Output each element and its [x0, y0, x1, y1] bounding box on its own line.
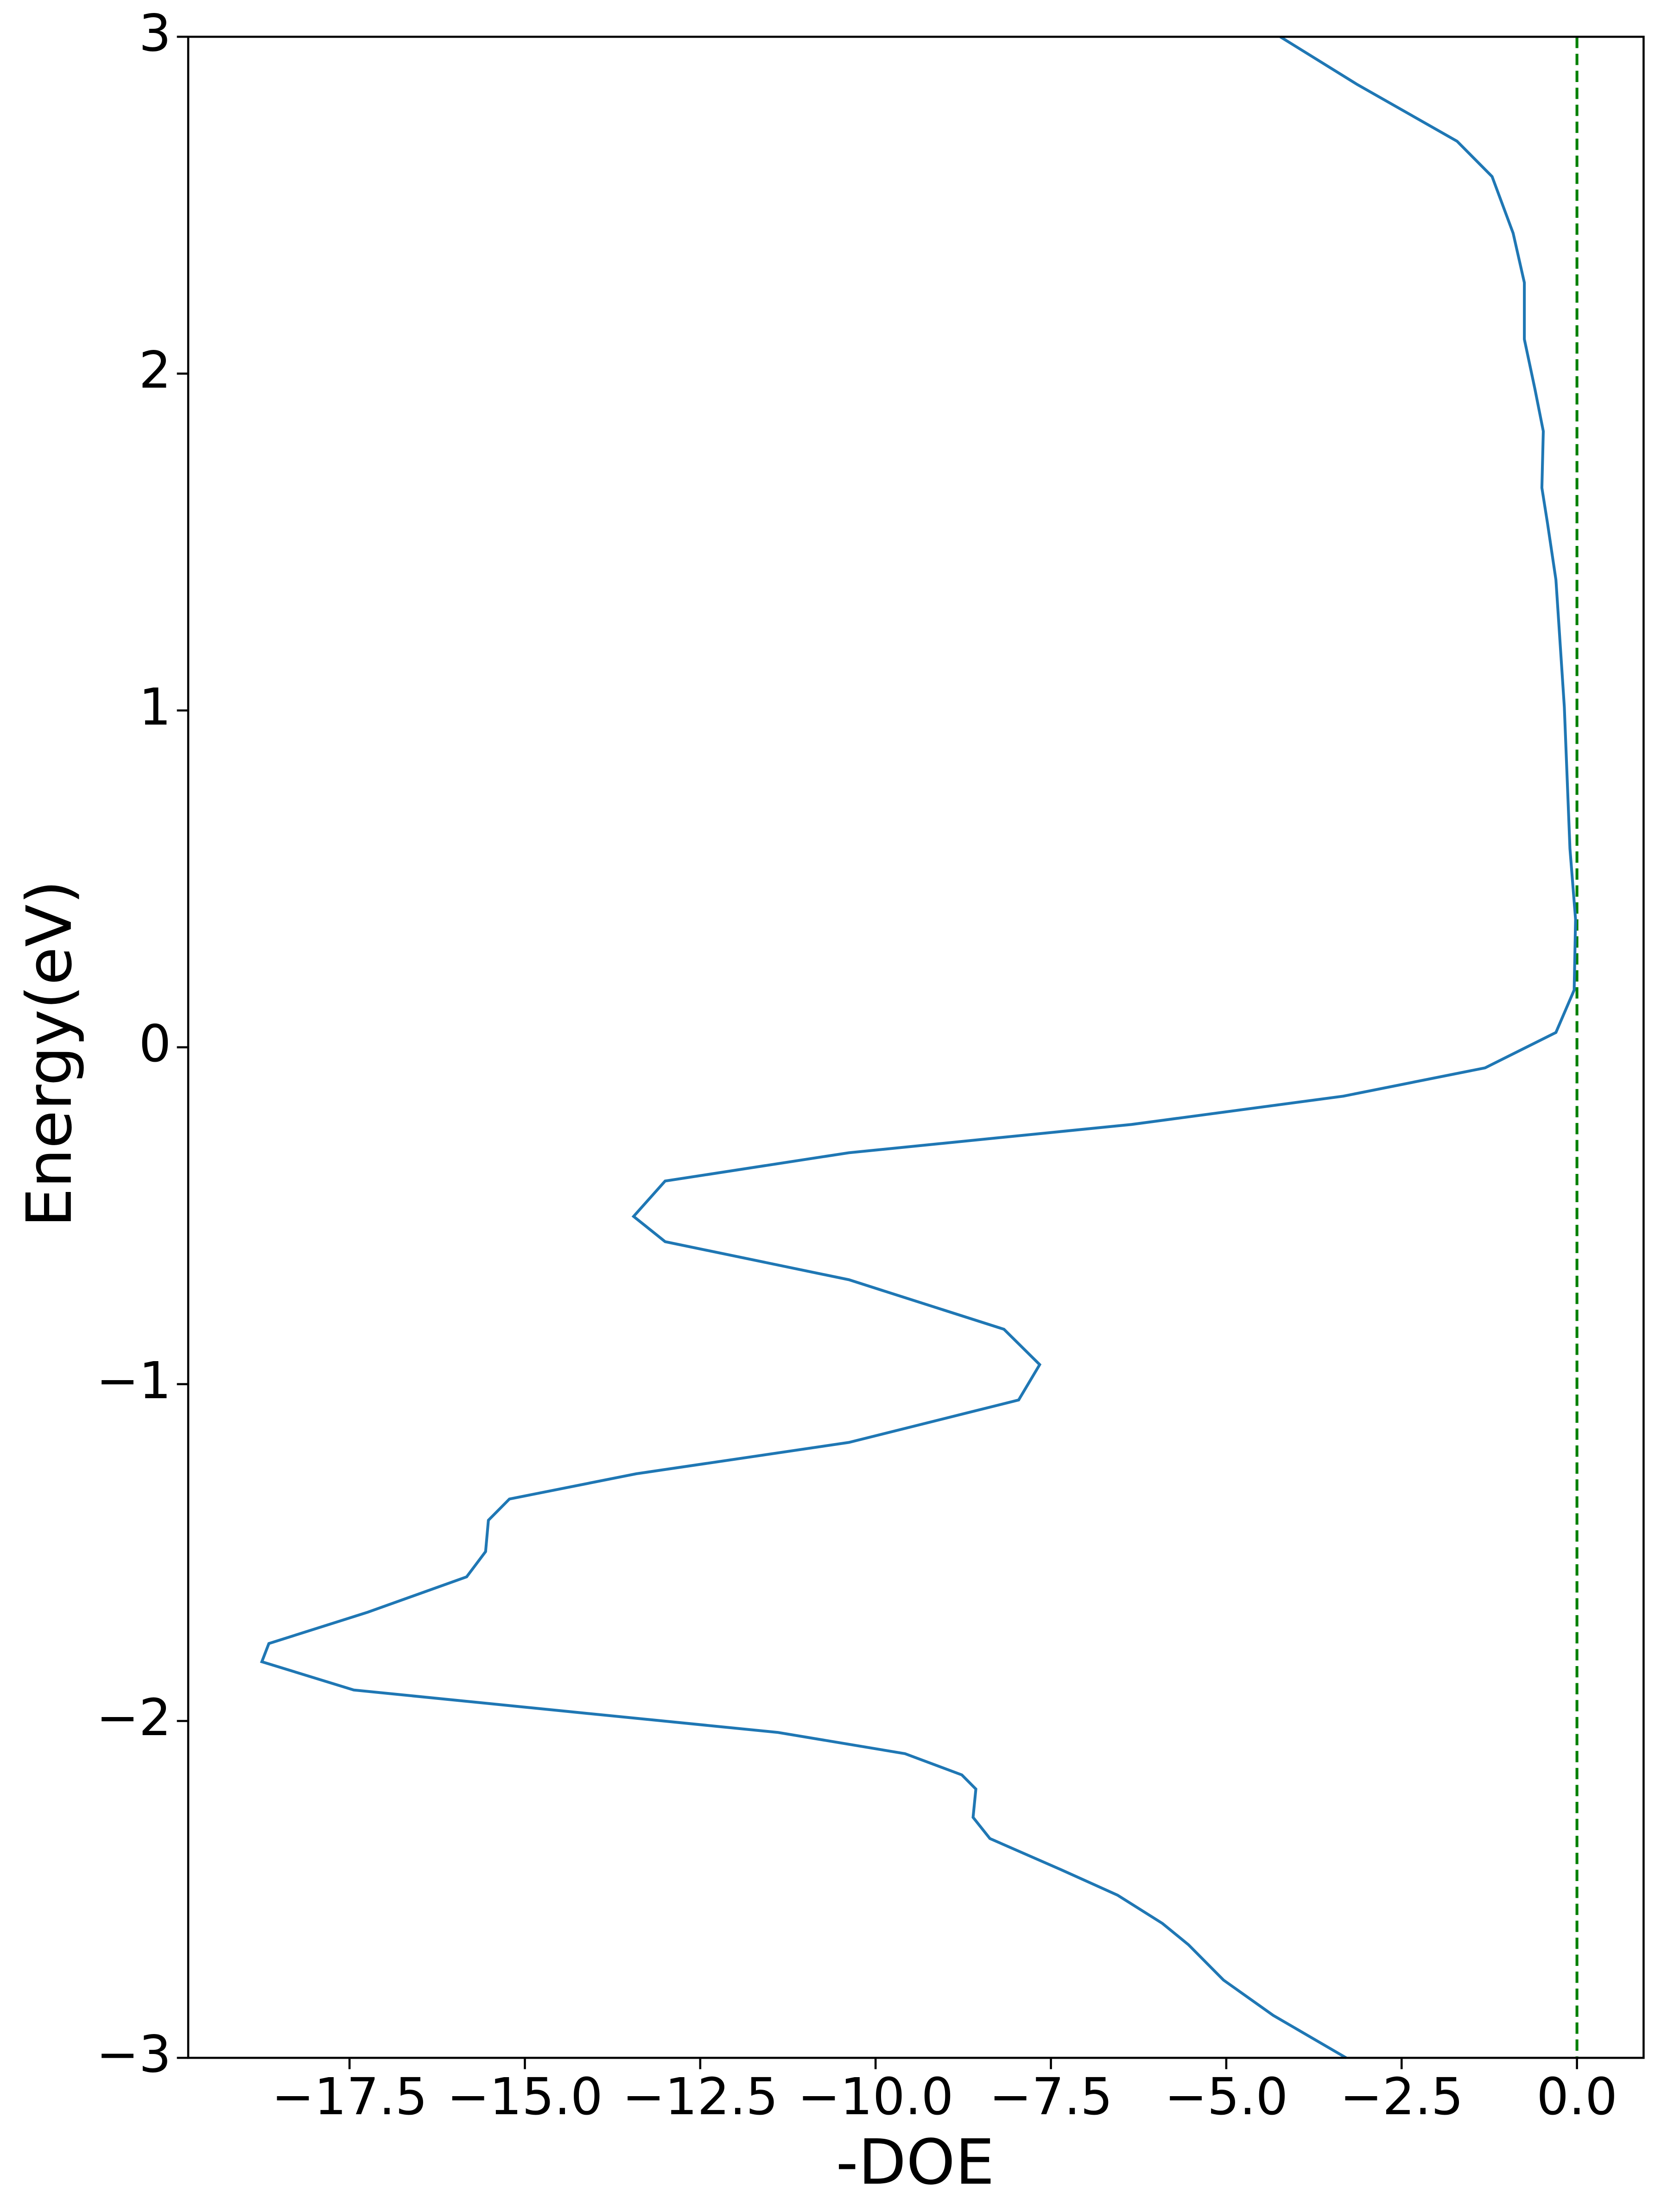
x-tick-label: −15.0	[447, 2067, 603, 2126]
y-tick-label: −3	[96, 2025, 171, 2084]
data-line	[260, 35, 1577, 2059]
x-tick-label: −2.5	[1340, 2067, 1464, 2126]
y-axis-label: Energy(eV)	[13, 880, 86, 1227]
y-tick-label: −2	[96, 1688, 171, 1747]
x-tick-label: −7.5	[989, 2067, 1113, 2126]
y-tick-label: −1	[96, 1351, 171, 1410]
y-tick-label: 1	[139, 677, 171, 736]
x-axis-label: -DOE	[836, 2126, 995, 2199]
y-tick-label: 0	[139, 1014, 171, 1073]
x-tick-label: 0.0	[1536, 2067, 1617, 2126]
x-tick-label: −5.0	[1165, 2067, 1288, 2126]
y-tick-label: 2	[139, 340, 171, 399]
x-tick-label: −17.5	[272, 2067, 428, 2126]
plot-frame	[187, 36, 1645, 2059]
y-tick-label: 3	[139, 4, 171, 63]
x-tick-label: −10.0	[798, 2067, 954, 2126]
x-tick-label: −12.5	[622, 2067, 779, 2126]
